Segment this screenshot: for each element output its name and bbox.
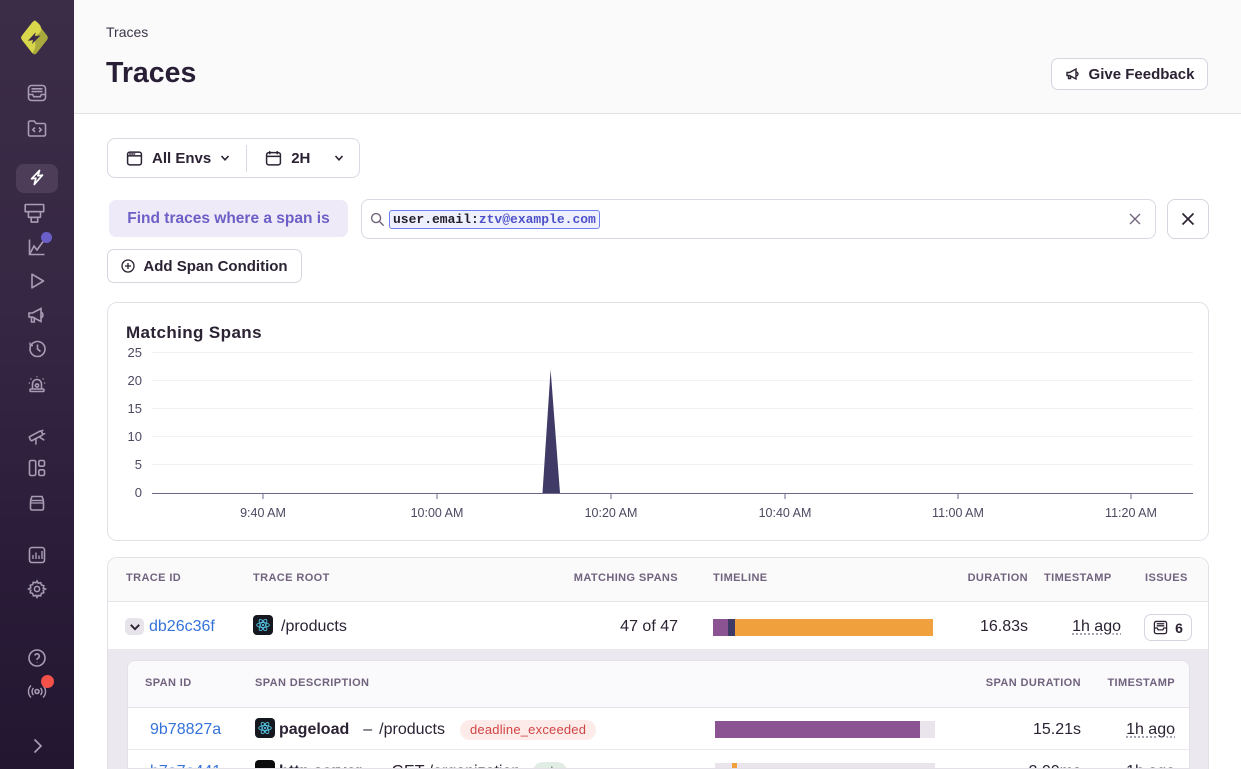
svg-text:10:20 AM: 10:20 AM (585, 506, 638, 520)
svg-text:px: px (260, 767, 271, 769)
svg-text:5: 5 (135, 457, 142, 472)
svg-text:9:40 AM: 9:40 AM (240, 506, 286, 520)
svg-text:10:40 AM: 10:40 AM (759, 506, 812, 520)
svg-text:20: 20 (128, 373, 142, 388)
svg-text:25: 25 (128, 345, 142, 360)
svg-text:11:00 AM: 11:00 AM (932, 506, 984, 520)
svg-text:10:00 AM: 10:00 AM (411, 506, 464, 520)
svg-text:10: 10 (128, 429, 142, 444)
svg-text:15: 15 (128, 401, 142, 416)
svg-text:0: 0 (135, 485, 142, 500)
svg-text:11:20 AM: 11:20 AM (1105, 506, 1157, 520)
